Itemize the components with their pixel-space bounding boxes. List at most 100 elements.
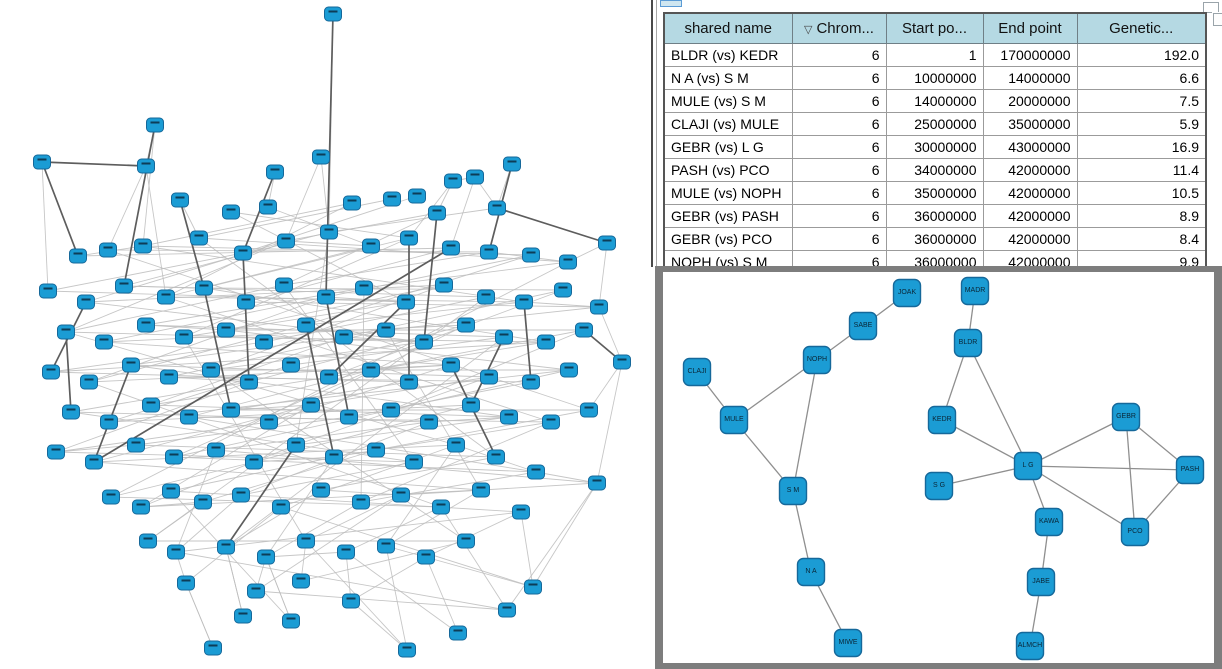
network-node[interactable] bbox=[447, 437, 465, 453]
table-cell[interactable]: 6 bbox=[791, 89, 887, 113]
subnet-node-madr[interactable]: MADR bbox=[960, 276, 990, 306]
network-node[interactable] bbox=[527, 464, 545, 480]
subnet-node-l-g[interactable]: L G bbox=[1013, 451, 1043, 481]
network-node[interactable] bbox=[122, 357, 140, 373]
table-cell[interactable]: 170000000 bbox=[982, 43, 1078, 67]
table-cell[interactable]: 192.0 bbox=[1076, 43, 1207, 67]
network-node[interactable] bbox=[237, 294, 255, 310]
subnet-edge[interactable] bbox=[733, 359, 818, 421]
network-node[interactable] bbox=[342, 593, 360, 609]
network-node[interactable] bbox=[580, 402, 598, 418]
table-cell[interactable]: 8.4 bbox=[1076, 227, 1207, 251]
scrollbar-thumb[interactable] bbox=[1213, 13, 1222, 26]
network-node[interactable] bbox=[352, 494, 370, 510]
network-node[interactable] bbox=[282, 613, 300, 629]
network-node[interactable] bbox=[382, 402, 400, 418]
network-node[interactable] bbox=[255, 334, 273, 350]
network-node[interactable] bbox=[457, 533, 475, 549]
network-node[interactable] bbox=[157, 289, 175, 305]
network-node[interactable] bbox=[282, 357, 300, 373]
subnet-edge[interactable] bbox=[941, 419, 1029, 467]
network-node[interactable] bbox=[39, 283, 57, 299]
network-node[interactable] bbox=[367, 442, 385, 458]
network-node[interactable] bbox=[522, 374, 540, 390]
network-node[interactable] bbox=[487, 449, 505, 465]
table-cell[interactable]: 42000000 bbox=[982, 227, 1078, 251]
table-cell[interactable]: 10000000 bbox=[885, 66, 984, 90]
network-node[interactable] bbox=[457, 317, 475, 333]
subnet-node-kedr[interactable]: KEDR bbox=[927, 405, 957, 435]
network-node[interactable] bbox=[362, 362, 380, 378]
table-cell[interactable]: 14000000 bbox=[982, 66, 1078, 90]
network-node[interactable] bbox=[232, 487, 250, 503]
table-cell[interactable]: 6 bbox=[791, 158, 887, 182]
table-cell[interactable]: 5.9 bbox=[1076, 112, 1207, 136]
network-node[interactable] bbox=[217, 539, 235, 555]
network-node[interactable] bbox=[139, 533, 157, 549]
network-node[interactable] bbox=[202, 362, 220, 378]
network-node[interactable] bbox=[272, 499, 290, 515]
network-node[interactable] bbox=[435, 277, 453, 293]
network-node[interactable] bbox=[377, 322, 395, 338]
network-node[interactable] bbox=[317, 289, 335, 305]
subnet-node-s-m[interactable]: S M bbox=[778, 476, 808, 506]
network-node[interactable] bbox=[537, 334, 555, 350]
subnet-node-sabe[interactable]: SABE bbox=[848, 311, 878, 341]
network-node[interactable] bbox=[400, 230, 418, 246]
network-node[interactable] bbox=[85, 454, 103, 470]
subnet-node-almch[interactable]: ALMCH bbox=[1015, 631, 1045, 661]
table-cell[interactable]: MULE (vs) NOPH bbox=[663, 181, 793, 205]
table-cell[interactable]: MULE (vs) S M bbox=[663, 89, 793, 113]
table-row[interactable]: CLAJI (vs) MULE 6 25000000 35000000 5.9 bbox=[663, 112, 1207, 136]
network-node[interactable] bbox=[287, 437, 305, 453]
network-node[interactable] bbox=[245, 454, 263, 470]
network-node[interactable] bbox=[167, 544, 185, 560]
table-cell[interactable]: GEBR (vs) L G bbox=[663, 135, 793, 159]
table-cell[interactable]: CLAJI (vs) MULE bbox=[663, 112, 793, 136]
table-cell[interactable]: 6 bbox=[791, 204, 887, 228]
table-cell[interactable]: 6 bbox=[791, 135, 887, 159]
network-node[interactable] bbox=[95, 334, 113, 350]
table-cell[interactable]: GEBR (vs) PASH bbox=[663, 204, 793, 228]
subnet-edge[interactable] bbox=[1027, 465, 1136, 533]
network-node[interactable] bbox=[405, 454, 423, 470]
scroll-corner-button[interactable] bbox=[1203, 2, 1219, 13]
table-cell[interactable]: 35000000 bbox=[885, 181, 984, 205]
network-node[interactable] bbox=[397, 294, 415, 310]
subnet-edge[interactable] bbox=[1027, 465, 1191, 471]
subnet-node-bldr[interactable]: BLDR bbox=[953, 328, 983, 358]
network-node[interactable] bbox=[377, 538, 395, 554]
network-node[interactable] bbox=[137, 158, 155, 174]
table-cell[interactable]: 30000000 bbox=[885, 135, 984, 159]
main-network-panel[interactable] bbox=[0, 0, 651, 669]
table-cell[interactable]: 42000000 bbox=[982, 204, 1078, 228]
network-node[interactable] bbox=[480, 244, 498, 260]
network-node[interactable] bbox=[560, 362, 578, 378]
network-node[interactable] bbox=[292, 573, 310, 589]
selected-network-canvas[interactable]: JOAK MADR SABE NOPH BLDR CLAJI MULE KEDR GEBR L G… bbox=[663, 272, 1214, 663]
subnet-edge[interactable] bbox=[938, 465, 1029, 487]
network-node[interactable] bbox=[325, 449, 343, 465]
network-node[interactable] bbox=[47, 444, 65, 460]
table-cell[interactable]: 6 bbox=[791, 181, 887, 205]
table-row[interactable]: PASH (vs) PCO 6 34000000 42000000 11.4 bbox=[663, 158, 1207, 182]
network-node[interactable] bbox=[462, 397, 480, 413]
table-cell[interactable]: 36000000 bbox=[885, 204, 984, 228]
subnet-node-noph[interactable]: NOPH bbox=[802, 345, 832, 375]
network-node[interactable] bbox=[500, 409, 518, 425]
table-row[interactable]: GEBR (vs) PCO 6 36000000 42000000 8.4 bbox=[663, 227, 1207, 251]
network-node[interactable] bbox=[472, 482, 490, 498]
column-header-start-point[interactable]: Start po... bbox=[885, 12, 984, 44]
table-cell[interactable]: N A (vs) S M bbox=[663, 66, 793, 90]
network-node[interactable] bbox=[302, 397, 320, 413]
network-node[interactable] bbox=[100, 414, 118, 430]
network-node[interactable] bbox=[415, 334, 433, 350]
subnet-node-claji[interactable]: CLAJI bbox=[682, 357, 712, 387]
subnet-node-pash[interactable]: PASH bbox=[1175, 455, 1205, 485]
table-cell[interactable]: 8.9 bbox=[1076, 204, 1207, 228]
subnet-node-gebr[interactable]: GEBR bbox=[1111, 402, 1141, 432]
column-header-end-point[interactable]: End point bbox=[982, 12, 1078, 44]
network-node[interactable] bbox=[177, 575, 195, 591]
network-node[interactable] bbox=[522, 247, 540, 263]
network-node[interactable] bbox=[77, 294, 95, 310]
